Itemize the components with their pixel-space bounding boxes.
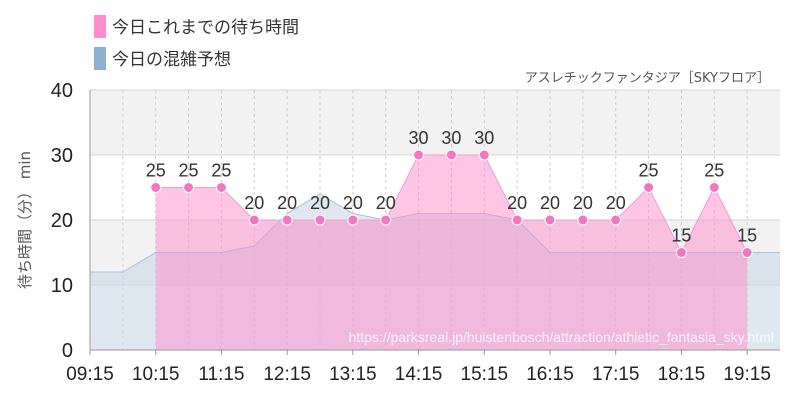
data-label: 20 [606,193,626,213]
y-tick-label: 0 [62,340,73,362]
source-watermark[interactable]: https://parksreal.jp/huistenbosch/attrac… [349,329,774,345]
data-point[interactable] [281,214,293,226]
data-point[interactable] [248,214,260,226]
x-tick-label: 10:15 [132,364,180,385]
x-tick-label: 13:15 [329,364,377,385]
data-label: 20 [310,193,330,213]
series-area-actual [155,155,748,350]
data-point[interactable] [610,214,622,226]
y-tick-label: 30 [51,145,73,167]
data-point[interactable] [478,149,490,161]
data-point[interactable] [675,247,687,258]
data-label: 20 [573,193,593,213]
data-point[interactable] [150,182,162,193]
data-point[interactable] [708,182,720,193]
x-tick-label: 09:15 [66,364,114,385]
data-label: 15 [671,226,691,246]
data-label: 25 [146,161,166,181]
data-label: 30 [409,128,429,148]
y-tick-label: 10 [51,275,73,297]
data-label: 25 [704,161,724,181]
data-point[interactable] [643,182,655,193]
y-axis-ticks: 0 10 20 30 40 [51,80,73,362]
legend-swatch-forecast [94,47,106,70]
data-point[interactable] [511,214,523,226]
x-tick-label: 19:15 [723,364,771,385]
data-point[interactable] [347,214,359,226]
data-label: 25 [639,161,659,181]
x-tick-label: 12:15 [263,364,311,385]
axes [89,90,780,351]
data-label: 20 [540,193,560,213]
series-markers [150,149,753,258]
legend-label-forecast[interactable]: 今日の混雑予想 [112,50,231,70]
data-point[interactable] [544,214,556,226]
data-labels: 25 25 25 20 20 20 20 20 30 30 30 20 20 20 20 25 15 25 15 [146,128,757,246]
y-tick-label: 40 [51,80,73,102]
data-point[interactable] [741,247,753,258]
grid-band [90,90,780,155]
y-tick-label: 20 [51,210,73,232]
x-tick-label: 18:15 [658,364,706,385]
data-label: 25 [211,161,231,181]
x-tick-label: 17:15 [592,364,640,385]
data-point[interactable] [215,182,227,193]
data-label: 20 [376,193,396,213]
data-point[interactable] [183,182,195,193]
data-label: 30 [474,128,494,148]
x-axis-ticks: 09:15 10:15 11:15 12:15 13:15 14:15 15:15 16:15… [66,350,771,385]
x-tick-label: 11:15 [198,364,244,385]
data-point[interactable] [314,214,326,226]
data-label: 20 [507,193,527,213]
x-tick-label: 16:15 [526,364,574,385]
x-tick-label: 15:15 [461,364,509,385]
y-axis-label: 待ち時間（分） min [16,151,34,289]
data-label: 15 [737,226,757,246]
x-tick-label: 14:15 [395,364,443,385]
legend-label-actual[interactable]: 今日これまでの待ち時間 [112,18,299,38]
data-point[interactable] [445,149,457,161]
legend-swatch-actual [94,15,106,38]
data-point[interactable] [413,149,425,161]
data-label: 30 [441,128,461,148]
data-label: 25 [179,161,199,181]
data-label: 20 [277,193,297,213]
data-point[interactable] [380,214,392,226]
data-label: 20 [244,193,264,213]
attraction-subtitle: アスレチックファンタジア［SKYフロア］ [525,71,770,86]
data-label: 20 [343,193,363,213]
legend: 今日これまでの待ち時間 今日の混雑予想 [94,15,299,70]
data-point[interactable] [577,214,589,226]
